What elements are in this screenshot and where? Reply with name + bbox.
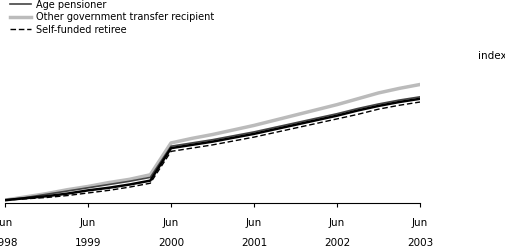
Text: Jun: Jun xyxy=(245,218,262,228)
Text: Jun: Jun xyxy=(411,218,427,228)
Legend: Employee, Age pensioner, Other government transfer recipient, Self-funded retire: Employee, Age pensioner, Other governmen… xyxy=(10,0,214,34)
Text: 2002: 2002 xyxy=(323,238,349,248)
Text: 1999: 1999 xyxy=(75,238,101,248)
Text: 2000: 2000 xyxy=(158,238,184,248)
Text: Jun: Jun xyxy=(0,218,13,228)
Text: 1998: 1998 xyxy=(0,238,18,248)
Text: index: index xyxy=(477,51,505,61)
Text: 2003: 2003 xyxy=(406,238,432,248)
Text: Jun: Jun xyxy=(328,218,344,228)
Text: 2001: 2001 xyxy=(240,238,267,248)
Text: Jun: Jun xyxy=(163,218,179,228)
Text: Jun: Jun xyxy=(80,218,96,228)
